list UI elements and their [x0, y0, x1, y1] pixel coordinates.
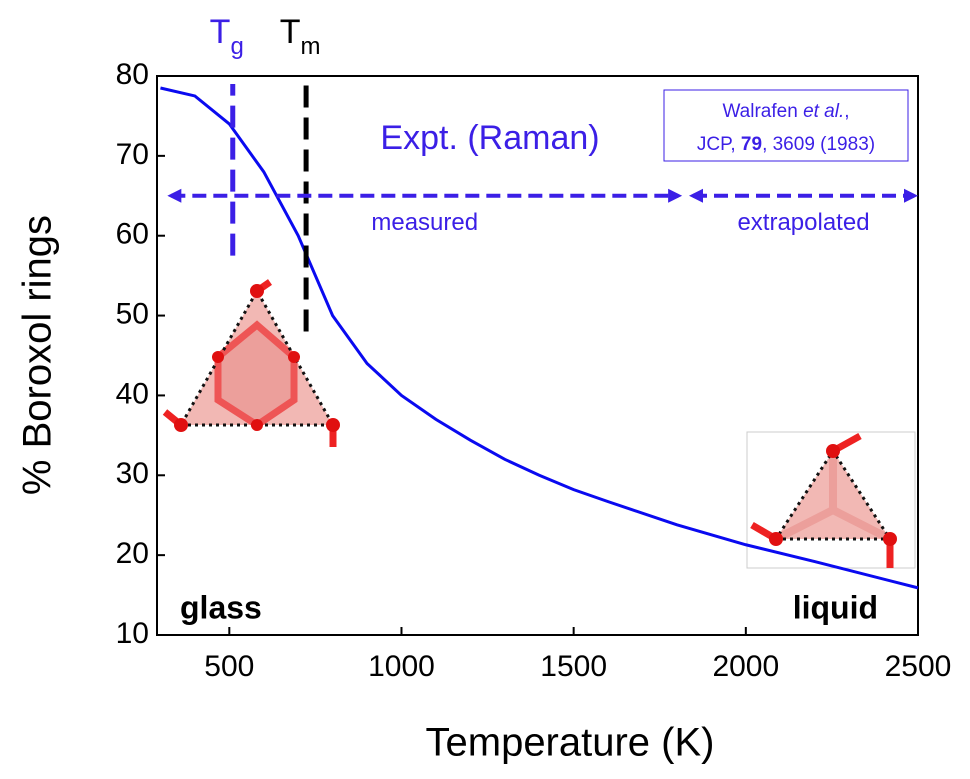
atoms — [174, 284, 340, 432]
citation-text: et al. — [803, 101, 844, 122]
range-label: measured — [371, 209, 478, 236]
arrow-head — [167, 188, 182, 203]
citation-line: JCP, 79, 3609 (1983) — [697, 134, 875, 155]
marker-label: Tm — [280, 13, 321, 60]
y-tick-label: 30 — [116, 457, 149, 490]
y-tick-label: 20 — [116, 537, 149, 570]
liquid-molecule — [750, 432, 897, 568]
phase-label: liquid — [793, 589, 878, 625]
x-axis-title: Temperature (K) — [426, 721, 715, 765]
marker-label-main: T — [280, 13, 301, 51]
y-tick-label: 70 — [116, 138, 149, 171]
citation-text: 79 — [741, 134, 762, 155]
y-tick-label: 40 — [116, 377, 149, 410]
citation-line: Walrafen et al., — [722, 101, 849, 122]
phase-label: glass — [180, 589, 262, 625]
y-tick-label: 60 — [116, 218, 149, 251]
range-label: extrapolated — [737, 209, 869, 236]
arrow-head — [689, 188, 704, 203]
y-axis-title: % Boroxol rings — [16, 215, 60, 495]
citation-text: Walrafen — [722, 101, 803, 122]
y-tick-label: 50 — [116, 297, 149, 330]
marker-label-sub: m — [300, 33, 320, 60]
citation-text: , 3609 (1983) — [762, 134, 875, 155]
plot-frame — [156, 75, 919, 636]
x-tick-label: 500 — [204, 650, 254, 683]
atoms — [769, 444, 897, 546]
x-tick-label: 2500 — [885, 650, 952, 683]
bond — [831, 506, 892, 543]
bond — [774, 506, 835, 543]
marker-label-main: T — [210, 13, 231, 51]
curve — [160, 86, 919, 590]
y-tick-label: 80 — [116, 58, 149, 91]
citation-box — [663, 89, 909, 162]
y-tick-label: 10 — [116, 617, 149, 650]
inset-box — [746, 431, 916, 569]
glass-molecule — [162, 279, 340, 447]
annotation: Expt. (Raman) — [380, 119, 599, 157]
arrow-head — [668, 188, 683, 203]
citation-text: , — [844, 101, 849, 122]
x-tick-label: 2000 — [712, 650, 779, 683]
x-tick-label: 1000 — [368, 650, 435, 683]
marker-label-sub: g — [230, 33, 243, 60]
citation-text: JCP, — [697, 134, 741, 155]
x-tick-label: 1500 — [540, 650, 607, 683]
arrow-head — [904, 188, 918, 203]
molecule-outline — [773, 448, 893, 541]
marker-label: Tg — [210, 13, 244, 60]
